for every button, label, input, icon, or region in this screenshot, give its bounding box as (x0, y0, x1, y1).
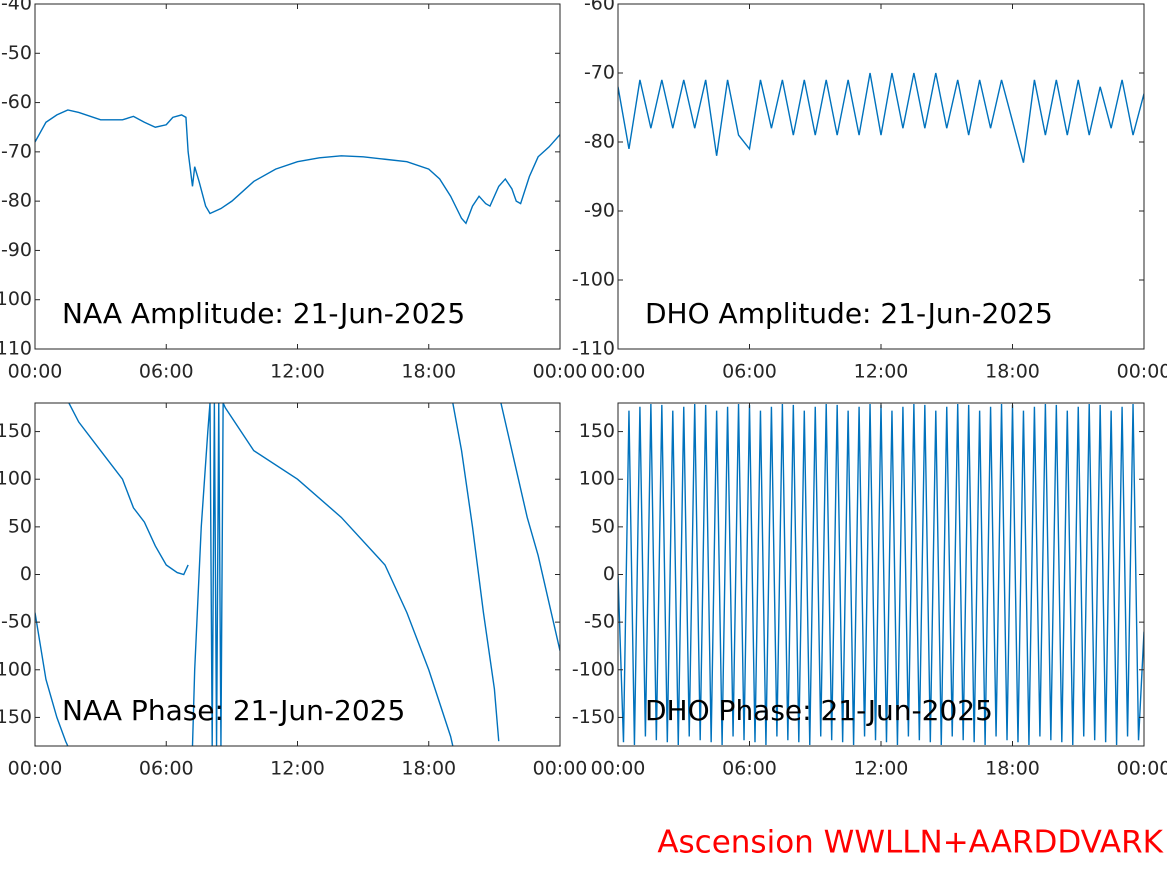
y-tick-label: 100 (579, 468, 615, 490)
y-tick-label: -100 (572, 658, 615, 680)
y-tick-label: -90 (1, 239, 32, 261)
plot-area (35, 403, 560, 746)
x-tick-label: 00:00 (8, 361, 63, 383)
chart-title: NAA Phase: 21-Jun-2025 (62, 694, 405, 727)
y-tick-label: -100 (0, 658, 32, 680)
y-tick-label: 50 (8, 515, 32, 537)
y-tick-label: -70 (1, 140, 32, 162)
y-tick-label: -90 (584, 200, 615, 222)
y-tick-label: -110 (0, 338, 32, 360)
y-tick-label: -100 (0, 288, 32, 310)
x-tick-label: 18:00 (985, 758, 1040, 780)
data-line (452, 403, 500, 742)
y-tick-label: 100 (0, 468, 32, 490)
y-tick-label: 150 (0, 420, 32, 442)
x-tick-label: 12:00 (854, 361, 909, 383)
plot-area (35, 109, 560, 225)
y-tick-label: 50 (591, 515, 615, 537)
data-line (68, 403, 189, 576)
x-tick-label: 12:00 (270, 361, 325, 383)
x-tick-label: 06:00 (722, 361, 777, 383)
y-tick-label: -50 (1, 42, 32, 64)
x-tick-label: 00:00 (533, 361, 588, 383)
y-tick-label: -60 (584, 0, 615, 15)
x-tick-label: 00:00 (591, 758, 646, 780)
x-tick-label: 00:00 (8, 758, 63, 780)
x-tick-label: 00:00 (533, 758, 588, 780)
y-tick-label: -50 (1, 611, 32, 633)
x-tick-label: 00:00 (591, 361, 646, 383)
x-tick-label: 12:00 (270, 758, 325, 780)
data-line (191, 403, 454, 746)
y-tick-label: -50 (584, 611, 615, 633)
y-tick-label: -150 (0, 706, 32, 728)
chart-title: DHO Amplitude: 21-Jun-2025 (645, 297, 1053, 330)
x-tick-label: 18:00 (985, 361, 1040, 383)
y-tick-label: 0 (603, 563, 615, 585)
x-tick-label: 18:00 (401, 361, 456, 383)
x-tick-label: 00:00 (1117, 758, 1167, 780)
data-line (35, 109, 560, 225)
y-tick-label: 0 (20, 563, 32, 585)
y-tick-label: -100 (572, 269, 615, 291)
chart-title: DHO Phase: 21-Jun-2025 (645, 694, 993, 727)
plot-area (618, 72, 1144, 163)
x-tick-label: 00:00 (1117, 361, 1167, 383)
y-tick-label: -150 (572, 706, 615, 728)
y-tick-label: -70 (584, 62, 615, 84)
y-tick-label: -60 (1, 91, 32, 113)
data-line (500, 403, 560, 651)
data-line (618, 72, 1144, 163)
chart-title: NAA Amplitude: 21-Jun-2025 (62, 297, 465, 330)
y-tick-label: -40 (1, 0, 32, 15)
x-tick-label: 06:00 (139, 361, 194, 383)
y-tick-label: -80 (584, 131, 615, 153)
x-tick-label: 18:00 (401, 758, 456, 780)
y-tick-label: -110 (572, 338, 615, 360)
x-tick-label: 12:00 (854, 758, 909, 780)
data-line (35, 612, 69, 746)
y-tick-label: 150 (579, 420, 615, 442)
y-tick-label: -80 (1, 190, 32, 212)
x-tick-label: 06:00 (139, 758, 194, 780)
x-tick-label: 06:00 (722, 758, 777, 780)
footer: Ascension WWLLN+AARDDVARK (657, 825, 1163, 861)
